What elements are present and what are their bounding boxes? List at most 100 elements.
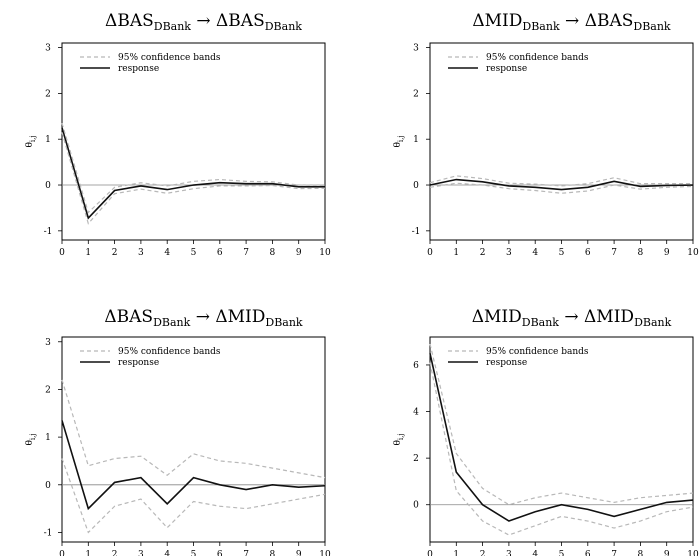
y-tick-label: 3 xyxy=(413,44,419,54)
title-arrow: → xyxy=(190,307,215,327)
y-tick-label: 4 xyxy=(413,408,419,418)
x-tick-label: 2 xyxy=(480,550,486,556)
panel-title: ΔMIDDBank → ΔBASDBank xyxy=(472,11,671,33)
x-tick-label: 7 xyxy=(243,248,249,258)
x-tick-label: 5 xyxy=(191,248,197,258)
response-line xyxy=(61,420,326,511)
title-source: ΔMID xyxy=(472,307,522,327)
y-axis-label: θi,j xyxy=(25,135,37,147)
x-tick-label: 4 xyxy=(532,248,538,258)
plot-frame xyxy=(61,42,326,241)
legend-band-label: 95% confidence bands xyxy=(118,347,221,357)
y-tick-label: -1 xyxy=(44,227,53,237)
x-tick-label: 3 xyxy=(506,248,512,258)
x-tick-label: 0 xyxy=(427,248,433,258)
panel-title: ΔBASDBank → ΔBASDBank xyxy=(105,11,302,33)
y-tick-label: 2 xyxy=(413,89,419,99)
title-source-sub: DBank xyxy=(522,316,560,329)
x-tick-label: 1 xyxy=(453,248,459,258)
title-arrow: → xyxy=(560,11,585,31)
y-tick-label: 1 xyxy=(45,433,51,443)
y-tick-label: 2 xyxy=(45,89,51,99)
y-tick-label: 6 xyxy=(413,361,419,371)
y-tick-label: -1 xyxy=(44,528,53,538)
title-target: ΔBAS xyxy=(216,11,265,31)
response-line xyxy=(429,178,694,191)
x-tick-label: 3 xyxy=(138,248,144,258)
title-source-sub: DBank xyxy=(154,20,192,33)
response-line xyxy=(429,353,694,522)
y-tick-label: 0 xyxy=(45,181,51,191)
response-line xyxy=(61,127,325,220)
title-source: ΔBAS xyxy=(105,11,154,31)
x-tick-label: 6 xyxy=(217,550,223,556)
y-tick-label: 0 xyxy=(413,501,419,511)
y-tick-label: 1 xyxy=(45,135,51,145)
x-tick-label: 2 xyxy=(112,248,118,258)
x-tick-label: 9 xyxy=(296,550,302,556)
confidence-band-upper xyxy=(61,123,326,214)
y-axis-label: θi,j xyxy=(25,433,37,445)
y-tick-label: 0 xyxy=(45,481,51,491)
legend-response-label: response xyxy=(118,64,159,74)
x-tick-label: 8 xyxy=(638,248,644,258)
title-target: ΔMID xyxy=(215,307,265,327)
x-tick-label: 4 xyxy=(532,550,538,556)
title-source: ΔBAS xyxy=(104,307,153,327)
title-target-sub: DBank xyxy=(634,316,672,329)
x-tick-label: 8 xyxy=(638,550,644,556)
x-tick-label: 2 xyxy=(112,550,118,556)
title-source-sub: DBank xyxy=(153,316,191,329)
x-tick-label: 0 xyxy=(59,248,65,258)
x-tick-label: 7 xyxy=(611,550,617,556)
confidence-band-upper xyxy=(429,343,694,506)
x-tick-label: 7 xyxy=(243,550,249,556)
x-tick-label: 6 xyxy=(585,550,591,556)
x-tick-label: 5 xyxy=(559,248,565,258)
x-tick-label: 10 xyxy=(687,248,699,258)
plot-frame xyxy=(429,336,694,543)
panel-title: ΔBASDBank → ΔMIDDBank xyxy=(104,307,303,329)
y-axis-label: θi,j xyxy=(393,433,405,445)
y-tick-label: 3 xyxy=(45,338,51,348)
x-tick-label: 9 xyxy=(664,550,670,556)
title-arrow: → xyxy=(559,307,584,327)
title-target: ΔBAS xyxy=(585,11,634,31)
x-tick-label: 6 xyxy=(585,248,591,258)
y-tick-label: 2 xyxy=(413,454,419,464)
plot-frame xyxy=(429,42,694,241)
plot-frame xyxy=(61,336,326,543)
legend-band-label: 95% confidence bands xyxy=(486,53,589,63)
y-tick-label: 3 xyxy=(45,44,51,54)
y-tick-label: 1 xyxy=(413,135,419,145)
x-tick-label: 9 xyxy=(664,248,670,258)
y-tick-label: -1 xyxy=(412,227,421,237)
y-tick-label: 2 xyxy=(45,385,51,395)
title-arrow: → xyxy=(191,11,216,31)
x-tick-label: 4 xyxy=(164,550,170,556)
legend-band-label: 95% confidence bands xyxy=(118,53,221,63)
confidence-band-lower xyxy=(61,458,326,534)
title-source-sub: DBank xyxy=(522,20,560,33)
y-axis-label: θi,j xyxy=(393,135,405,147)
confidence-band-upper xyxy=(429,175,693,187)
x-tick-label: 8 xyxy=(270,550,276,556)
x-tick-label: 3 xyxy=(506,550,512,556)
confidence-band-lower xyxy=(61,132,326,225)
x-tick-label: 9 xyxy=(296,248,302,258)
x-tick-label: 1 xyxy=(453,550,459,556)
title-target-sub: DBank xyxy=(265,316,303,329)
legend-response-label: response xyxy=(486,64,527,74)
confidence-band-upper xyxy=(61,379,326,479)
x-tick-label: 0 xyxy=(59,550,65,556)
x-tick-label: 6 xyxy=(217,248,223,258)
legend-response-label: response xyxy=(118,358,159,368)
y-tick-label: 0 xyxy=(413,181,419,191)
x-tick-label: 5 xyxy=(191,550,197,556)
x-tick-label: 10 xyxy=(687,550,699,556)
